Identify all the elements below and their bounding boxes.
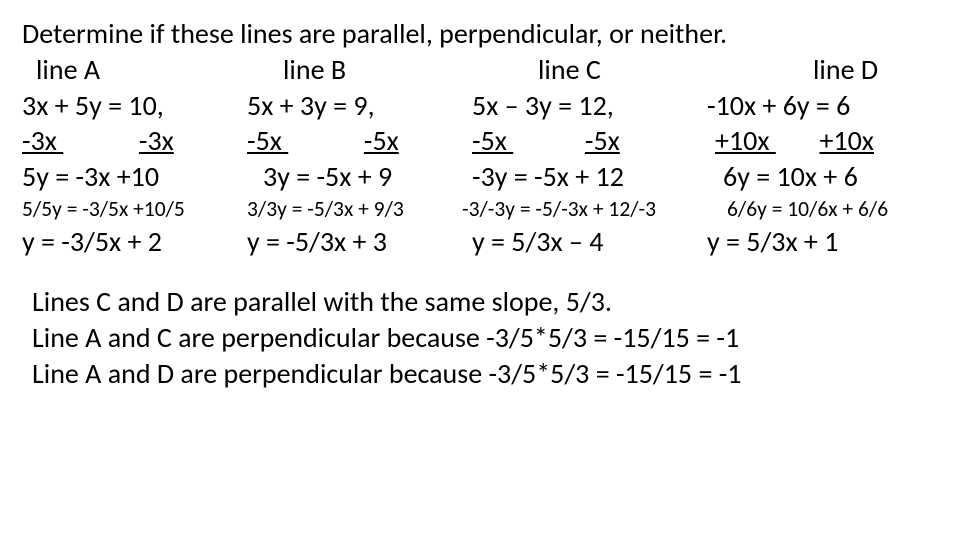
question-title: Determine if these lines are parallel, p…	[22, 16, 938, 52]
eq-c: 5x – 3y = 12,	[472, 88, 707, 124]
eq3-d: 6/6y = 10/6x + 6/6	[727, 195, 937, 224]
eq3-a: 5/5y = -3/5x +10/5	[22, 195, 247, 224]
sub-c: -5x -5x	[472, 123, 707, 159]
eq4-c: y = 5/3x – 4	[472, 224, 707, 260]
sub-c-gap	[507, 123, 585, 159]
sub-a-right: -3x	[139, 123, 174, 159]
eq-d: -10x + 6y = 6	[707, 88, 937, 124]
header-line-d: line D	[773, 52, 960, 88]
sub-d-left: +10x	[707, 123, 769, 159]
column-headers: line A line B line C line D	[22, 52, 938, 88]
sub-a: -3x -3x	[22, 123, 247, 159]
subtract-step: -3x -3x -5x -5x -5x -5x +10x +10x	[22, 123, 938, 159]
sub-c-left: -5x	[472, 123, 507, 159]
sub-a-gap	[57, 123, 139, 159]
header-line-c: line C	[508, 52, 773, 88]
isolated-y-equations: 5y = -3x +10 3y = -5x + 9 -3y = -5x + 12…	[22, 159, 938, 195]
sub-d: +10x +10x	[707, 123, 937, 159]
eq3-b: 3/3y = -5/3x + 9/3	[247, 195, 472, 224]
eq3-c: -3/-3y = -5/-3x + 12/-3	[462, 195, 727, 224]
conclusion-perp-ad: Line A and D are perpendicular because -…	[32, 356, 938, 392]
eq4-b: y = -5/3x + 3	[247, 224, 472, 260]
sub-d-gap	[769, 123, 819, 159]
divide-step: 5/5y = -3/5x +10/5 3/3y = -5/3x + 9/3 -3…	[22, 195, 938, 224]
eq4-d: y = 5/3x + 1	[707, 224, 937, 260]
header-line-b: line B	[261, 52, 508, 88]
sub-b-right: -5x	[364, 123, 399, 159]
worksheet: Determine if these lines are parallel, p…	[0, 0, 960, 391]
eq4-a: y = -3/5x + 2	[22, 224, 247, 260]
sub-b-left: -5x	[247, 123, 282, 159]
eq2-a: 5y = -3x +10	[22, 159, 247, 195]
eq2-c: -3y = -5x + 12	[472, 159, 723, 195]
sub-a-left: -3x	[22, 123, 57, 159]
conclusion-parallel: Lines C and D are parallel with the same…	[32, 284, 938, 320]
eq2-b: 3y = -5x + 9	[247, 159, 488, 195]
conclusions: Lines C and D are parallel with the same…	[22, 284, 938, 391]
sub-b: -5x -5x	[247, 123, 472, 159]
eq2-d: 6y = 10x + 6	[723, 159, 953, 195]
eq-a: 3x + 5y = 10,	[22, 88, 247, 124]
conclusion-perp-ac: Line A and C are perpendicular because -…	[32, 320, 938, 356]
sub-b-gap	[282, 123, 364, 159]
sub-c-right: -5x	[585, 123, 620, 159]
eq-b: 5x + 3y = 9,	[247, 88, 472, 124]
slope-intercept-equations: y = -3/5x + 2 y = -5/3x + 3 y = 5/3x – 4…	[22, 224, 938, 260]
header-line-a: line A	[22, 52, 261, 88]
original-equations: 3x + 5y = 10, 5x + 3y = 9, 5x – 3y = 12,…	[22, 88, 938, 124]
sub-d-right: +10x	[819, 123, 873, 159]
